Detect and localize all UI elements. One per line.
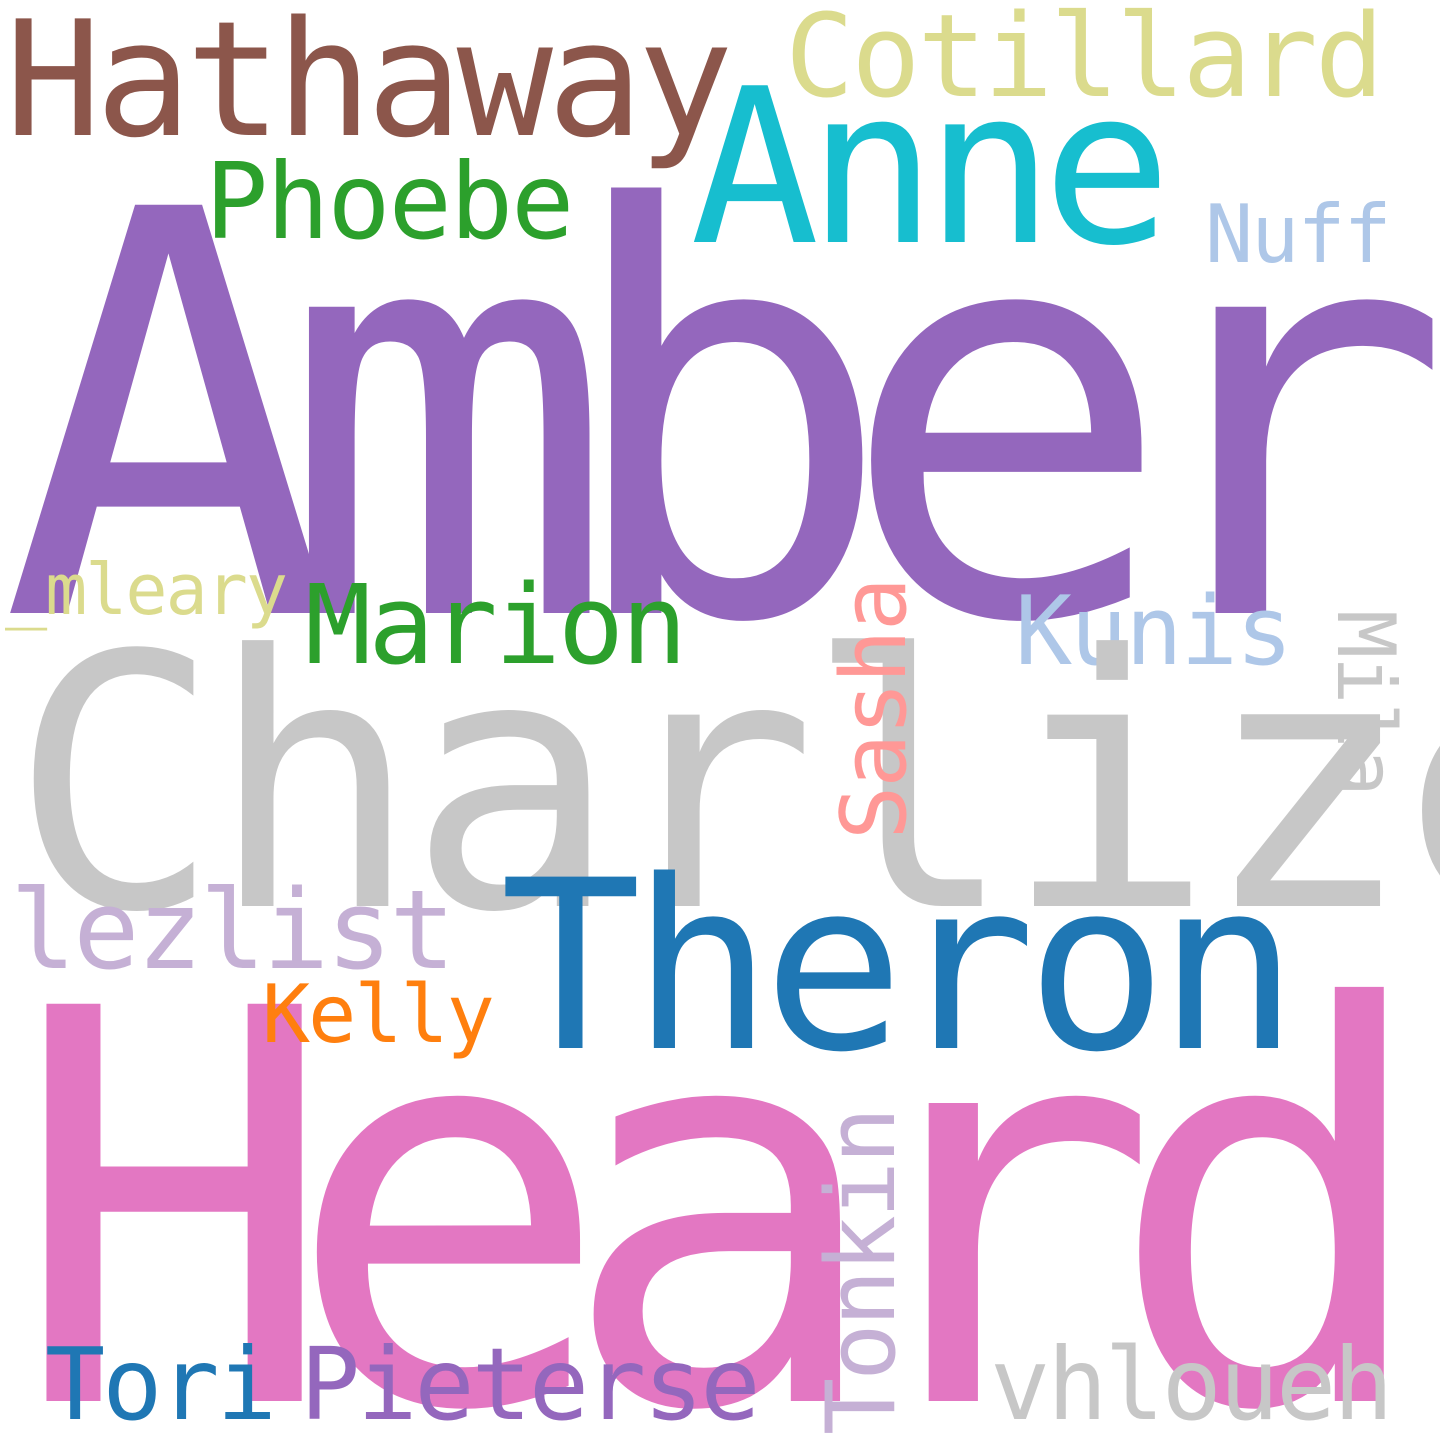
word-charlize: Charlize: [10, 581, 1440, 989]
word-marion: Marion: [305, 561, 687, 689]
word-theron: Theron: [500, 831, 1299, 1104]
word-pieterse: Pieterse: [300, 1326, 761, 1440]
word-anne: Anne: [690, 42, 1172, 293]
word-tori: Tori: [45, 1326, 277, 1440]
word-kunis: Kunis: [1015, 577, 1293, 687]
word-amber: Amber: [0, 94, 1440, 746]
word-heard: Heard: [10, 895, 1435, 1440]
word-phoebe: Phoebe: [205, 141, 574, 263]
word-sasha: Sasha: [822, 579, 927, 840]
word-hathaway: Hathaway: [5, 0, 734, 173]
word-tonkin: Tonkin: [807, 1109, 917, 1435]
word-nuff: Nuff: [1205, 188, 1392, 281]
word-lezlist: lezlist: [10, 866, 456, 994]
word-mleary: _mleary: [5, 549, 288, 631]
word-kelly: Kelly: [262, 968, 495, 1061]
word-vhloueh: vhloueh: [990, 1326, 1393, 1440]
word-cotillard: Cotillard: [785, 0, 1384, 124]
